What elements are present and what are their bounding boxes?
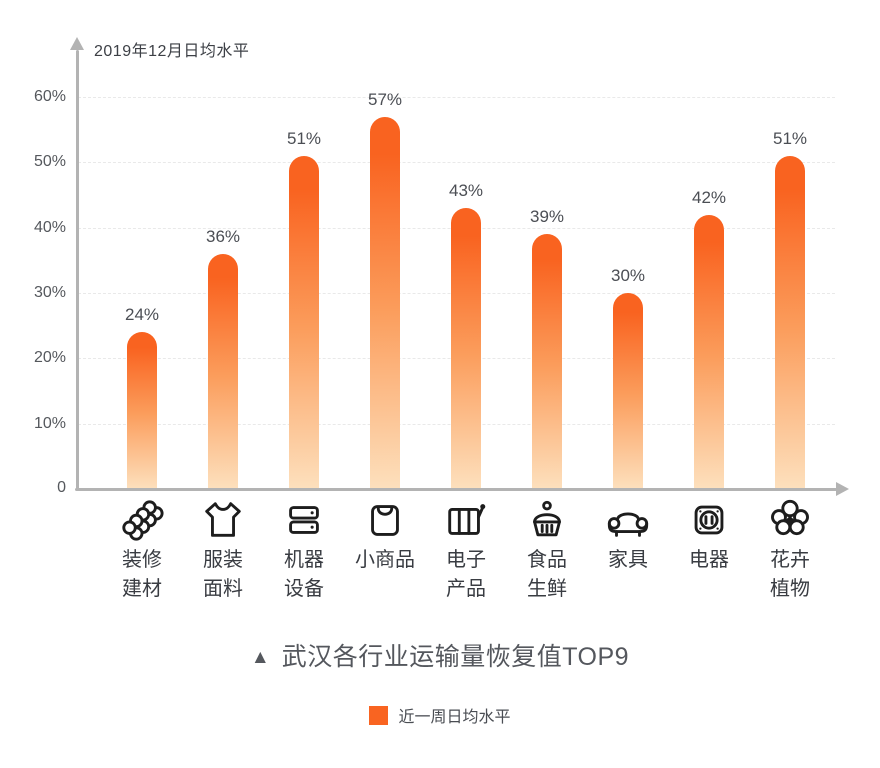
y-tick-60: 60%: [33, 88, 66, 105]
y-tick-50: 50%: [33, 153, 66, 170]
category-label: 小商品: [355, 549, 415, 571]
bar-value-label: 36%: [205, 227, 241, 246]
bar-value-label: 30%: [610, 266, 646, 285]
bar-value-label: 51%: [772, 129, 808, 148]
x-axis: [75, 488, 837, 491]
bar-electronics: [451, 208, 481, 489]
sofa-icon: [607, 512, 649, 537]
server-machines-icon: [289, 506, 319, 534]
category-label: 电子 产品: [446, 549, 486, 600]
tshirt-icon: [205, 502, 241, 537]
y-tick-30: 30%: [33, 284, 66, 301]
bar-value-label: 42%: [691, 188, 727, 207]
bar-machinery: [289, 156, 319, 489]
bar-fresh-food: [532, 234, 562, 489]
electronics-machine-icon: [448, 504, 486, 535]
bar-furniture: [613, 293, 643, 489]
category-label: 家具: [608, 549, 648, 571]
gridline-50: [78, 162, 835, 163]
flower-icon: [771, 499, 809, 536]
chart-title: 武汉各行业运输量恢复值TOP9: [281, 643, 630, 671]
category-furniture: 家具: [583, 497, 673, 575]
category-label: 装修 建材: [122, 549, 162, 600]
category-axis: 装修 建材 服装 面料 机器 设备 小商品: [0, 497, 880, 622]
pipes-materials-icon: [122, 500, 164, 541]
legend-label: 近一周日均水平: [398, 709, 511, 726]
bar-small-commodities: [370, 117, 400, 489]
bar-building-materials: [127, 332, 157, 489]
category-machinery: 机器 设备: [259, 497, 349, 604]
y-tick-40: 40%: [33, 219, 66, 236]
y-axis-arrow-icon: [70, 37, 84, 50]
category-label: 食品 生鲜: [527, 549, 567, 600]
y-axis-title: 2019年12月日均水平: [94, 43, 250, 60]
y-tick-10: 10%: [33, 415, 66, 432]
plot-area: 60% 50% 40% 30% 20% 10% 0 24% 36% 51% 57…: [33, 37, 835, 496]
bar-clothing-fabric: [208, 254, 238, 489]
bar-value-label: 43%: [448, 181, 484, 200]
y-axis: [76, 50, 79, 490]
category-label: 花卉 植物: [770, 549, 810, 600]
bar-value-label: 51%: [286, 129, 322, 148]
bar-value-label: 39%: [529, 207, 565, 226]
y-tick-20: 20%: [33, 349, 66, 366]
y-tick-0: 0: [57, 479, 66, 496]
legend: 近一周日均水平: [0, 703, 880, 727]
category-electronics: 电子 产品: [421, 497, 511, 604]
chart-title-row: ▲ 武汉各行业运输量恢复值TOP9: [0, 637, 880, 673]
category-small-commodities: 小商品: [340, 497, 430, 575]
bar-flowers-plants: [775, 156, 805, 489]
category-label: 服装 面料: [203, 549, 243, 600]
bar-appliances: [694, 215, 724, 489]
power-socket-icon: [694, 505, 724, 535]
category-flowers-plants: 花卉 植物: [745, 497, 835, 604]
legend-swatch: [369, 705, 389, 725]
food-basket-icon: [533, 500, 561, 537]
x-axis-arrow-icon: [836, 482, 849, 496]
bar-value-label: 57%: [367, 90, 403, 109]
category-fresh-food: 食品 生鲜: [502, 497, 592, 604]
category-building-materials: 装修 建材: [97, 497, 187, 604]
bar-value-label: 24%: [124, 305, 160, 324]
category-clothing-fabric: 服装 面料: [178, 497, 268, 604]
category-label: 机器 设备: [284, 549, 324, 600]
category-appliances: 电器: [664, 497, 754, 575]
category-label: 电器: [689, 549, 729, 571]
gridline-60: [78, 97, 835, 98]
shopping-bag-icon: [371, 505, 399, 536]
title-triangle-icon: ▲: [250, 647, 270, 668]
